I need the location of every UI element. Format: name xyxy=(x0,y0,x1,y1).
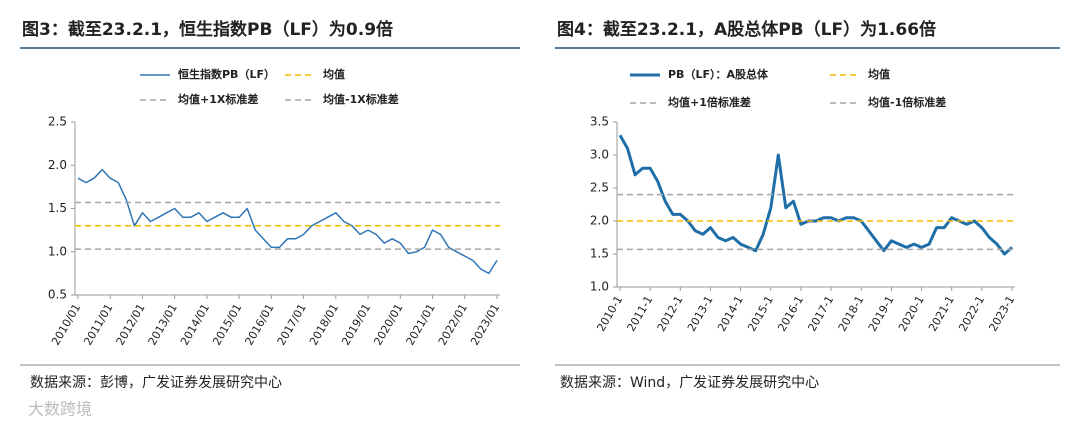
x-tick-label: 2019/01 xyxy=(339,302,373,348)
x-tick-label: 2010-1 xyxy=(594,294,625,334)
x-tick-label: 2022-1 xyxy=(956,294,987,334)
x-tick-label: 2021/01 xyxy=(404,302,438,348)
x-tick-label: 2011-1 xyxy=(625,294,656,334)
legend-label: 恒生指数PB（LF） xyxy=(178,67,275,81)
x-tick-label: 2012-1 xyxy=(655,294,686,334)
legend-label: 均值+1X标准差 xyxy=(178,92,258,106)
x-tick-label: 2015-1 xyxy=(745,294,776,334)
legend-label: PB（LF）：A股总体 xyxy=(668,67,769,81)
chart-title: 图3：截至23.2.1，恒生指数PB（LF）为0.9倍 xyxy=(22,19,393,40)
x-tick-label: 2013-1 xyxy=(685,294,716,334)
legend-label: 均值-1X标准差 xyxy=(323,92,399,106)
y-tick-label: 3.5 xyxy=(590,115,609,129)
x-tick-label: 2020/01 xyxy=(371,302,405,348)
x-tick-label: 2018-1 xyxy=(836,294,867,334)
legend-label: 均值 xyxy=(323,67,345,81)
legend-label: 均值+1倍标准差 xyxy=(668,95,751,109)
y-tick-label: 2.0 xyxy=(48,158,67,172)
source: 数据来源：彭博，广发证券发展研究中心 xyxy=(30,374,282,391)
x-tick-label: 2017-1 xyxy=(806,294,837,334)
x-tick-label: 2023/01 xyxy=(468,302,502,348)
legend-label: 均值 xyxy=(868,67,890,81)
y-tick-label: 2.5 xyxy=(48,115,67,129)
x-tick-label: 2021-1 xyxy=(926,294,957,334)
y-tick-label: 1.0 xyxy=(590,280,609,294)
x-tick-label: 2020-1 xyxy=(896,294,927,334)
source: 数据来源：Wind，广发证券发展研究中心 xyxy=(560,375,819,391)
y-tick-label: 2.0 xyxy=(590,214,609,228)
data-line xyxy=(618,134,1013,256)
y-tick-label: 1.0 xyxy=(48,244,67,258)
x-tick-label: 2016/01 xyxy=(242,302,276,348)
y-tick-label: 1.5 xyxy=(48,201,67,215)
y-tick-label: 2.5 xyxy=(590,181,609,195)
x-tick-label: 2023-1 xyxy=(986,294,1017,334)
x-tick-label: 2022/01 xyxy=(436,302,470,348)
x-tick-label: 2013/01 xyxy=(146,302,180,348)
x-tick-label: 2018/01 xyxy=(307,302,341,348)
chart-title: 图4：截至23.2.1，A股总体PB（LF）为1.66倍 xyxy=(557,19,936,40)
legend-label: 均值-1倍标准差 xyxy=(868,95,946,109)
data-line xyxy=(77,168,498,275)
y-tick-label: 0.5 xyxy=(48,288,67,302)
x-tick-label: 2012/01 xyxy=(114,302,148,348)
x-tick-label: 2014-1 xyxy=(715,294,746,334)
x-tick-label: 2014/01 xyxy=(178,302,212,348)
x-tick-label: 2011/01 xyxy=(81,302,115,348)
x-tick-label: 2010/01 xyxy=(49,302,83,348)
y-tick-label: 1.5 xyxy=(590,247,609,261)
watermark: 大数跨境 xyxy=(28,400,92,419)
x-tick-label: 2019-1 xyxy=(866,294,897,334)
x-tick-label: 2016-1 xyxy=(775,294,806,334)
x-tick-label: 2015/01 xyxy=(210,302,244,348)
x-tick-label: 2017/01 xyxy=(275,302,309,348)
y-tick-label: 3.0 xyxy=(590,148,609,162)
